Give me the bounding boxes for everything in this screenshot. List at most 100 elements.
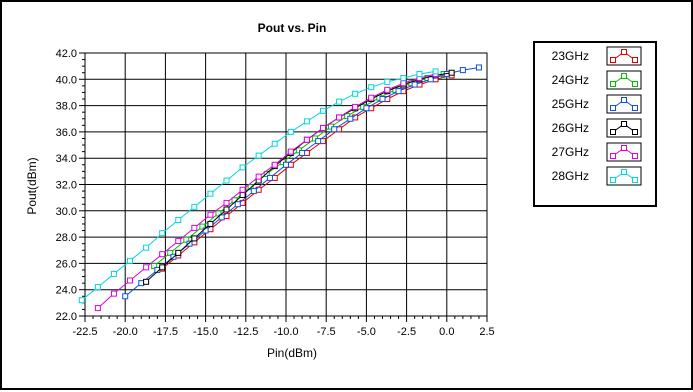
data-point <box>347 115 354 122</box>
legend-marker <box>632 153 638 159</box>
y-tick-label: 38.0 <box>56 101 77 113</box>
data-point <box>167 249 174 256</box>
data-point <box>271 140 278 147</box>
data-point <box>191 235 198 242</box>
y-tick-label: 28.0 <box>56 232 77 244</box>
y-tick-label: 22.0 <box>56 311 77 323</box>
data-point <box>143 244 150 251</box>
data-point <box>247 184 254 191</box>
legend-marker <box>610 57 616 63</box>
data-point <box>255 173 262 180</box>
x-tick-label: -17.5 <box>153 326 178 338</box>
data-point <box>183 236 190 243</box>
data-point <box>94 284 101 291</box>
legend-label: 23GHz <box>552 49 589 63</box>
data-point <box>218 214 225 221</box>
data-point <box>271 174 278 181</box>
data-point <box>207 190 214 197</box>
data-point <box>416 71 423 78</box>
x-tick-label: -2.5 <box>397 326 416 338</box>
data-point <box>368 94 375 101</box>
data-point <box>207 211 214 218</box>
data-point <box>199 223 206 230</box>
x-axis-title: Pin(dBm) <box>267 346 317 360</box>
data-point <box>379 96 386 103</box>
data-point <box>127 257 134 264</box>
legend-marker <box>621 49 627 55</box>
data-point <box>400 74 407 81</box>
data-point <box>287 148 294 155</box>
data-point <box>363 105 370 112</box>
legend-marker <box>610 129 616 135</box>
data-point <box>207 220 214 227</box>
data-point <box>223 199 230 206</box>
data-point <box>215 210 222 217</box>
x-tick-label: 2.5 <box>479 326 494 338</box>
legend-marker <box>621 73 627 79</box>
data-point <box>319 107 326 114</box>
y-tick-label: 24.0 <box>56 285 77 297</box>
legend-item: 23GHz <box>552 46 642 66</box>
data-point <box>234 201 241 208</box>
data-point <box>191 203 198 210</box>
data-point <box>448 69 455 76</box>
data-point <box>143 278 150 285</box>
data-point <box>432 68 439 75</box>
legend-label: 26GHz <box>552 121 589 135</box>
data-point <box>400 80 407 87</box>
data-point <box>368 84 375 91</box>
plot-border <box>84 52 488 317</box>
data-point <box>331 126 338 133</box>
axes: -22.5 -20.0 -17.5 -15.0 -12.5 -10.0 -7.5 -5.0 -2… <box>56 48 495 338</box>
legend-label: 25GHz <box>552 97 589 111</box>
x-tick-label: -5.0 <box>357 326 376 338</box>
y-tick-label: 26.0 <box>56 258 77 270</box>
data-point <box>271 161 278 168</box>
grid <box>84 52 488 317</box>
legend-item: 26GHz <box>552 118 642 138</box>
data-point <box>143 264 150 271</box>
data-point <box>299 149 306 156</box>
legend-item: 28GHz <box>552 166 642 186</box>
data-point <box>94 305 101 312</box>
data-point <box>250 188 257 195</box>
legend-marker <box>610 81 616 87</box>
x-tick-label: -12.5 <box>233 326 258 338</box>
data-point <box>352 90 359 97</box>
legend-marker <box>632 105 638 111</box>
x-tick-label: -7.5 <box>317 326 336 338</box>
legend-marker <box>621 169 627 175</box>
series-27GHz <box>94 71 439 312</box>
data-point <box>459 67 466 74</box>
data-point <box>266 174 273 181</box>
legend-item: 24GHz <box>552 70 642 90</box>
legend-marker <box>632 57 638 63</box>
data-point <box>384 86 391 93</box>
data-point <box>223 206 230 213</box>
x-tick-label: -10.0 <box>273 326 298 338</box>
series-28GHz <box>78 68 439 304</box>
x-tick-label: -22.5 <box>72 326 97 338</box>
legend-marker <box>621 145 627 151</box>
series-line <box>97 73 436 309</box>
y-axis-title: Pout(dBm) <box>25 157 39 214</box>
y-tick-label: 32.0 <box>56 180 77 192</box>
data-point <box>191 224 198 231</box>
data-point <box>159 264 166 271</box>
y-tick-label: 40.0 <box>56 74 77 86</box>
data-point <box>127 277 134 284</box>
data-point <box>336 114 343 121</box>
data-point <box>384 78 391 85</box>
data-point <box>336 98 343 105</box>
data-point <box>175 217 182 224</box>
legend-label: 28GHz <box>552 169 589 183</box>
y-tick-label: 30.0 <box>56 206 77 218</box>
data-point <box>175 249 182 256</box>
data-point <box>138 280 145 287</box>
data-point <box>186 240 193 247</box>
legend-marker <box>632 177 638 183</box>
data-point <box>239 186 246 193</box>
data-point <box>475 64 482 71</box>
